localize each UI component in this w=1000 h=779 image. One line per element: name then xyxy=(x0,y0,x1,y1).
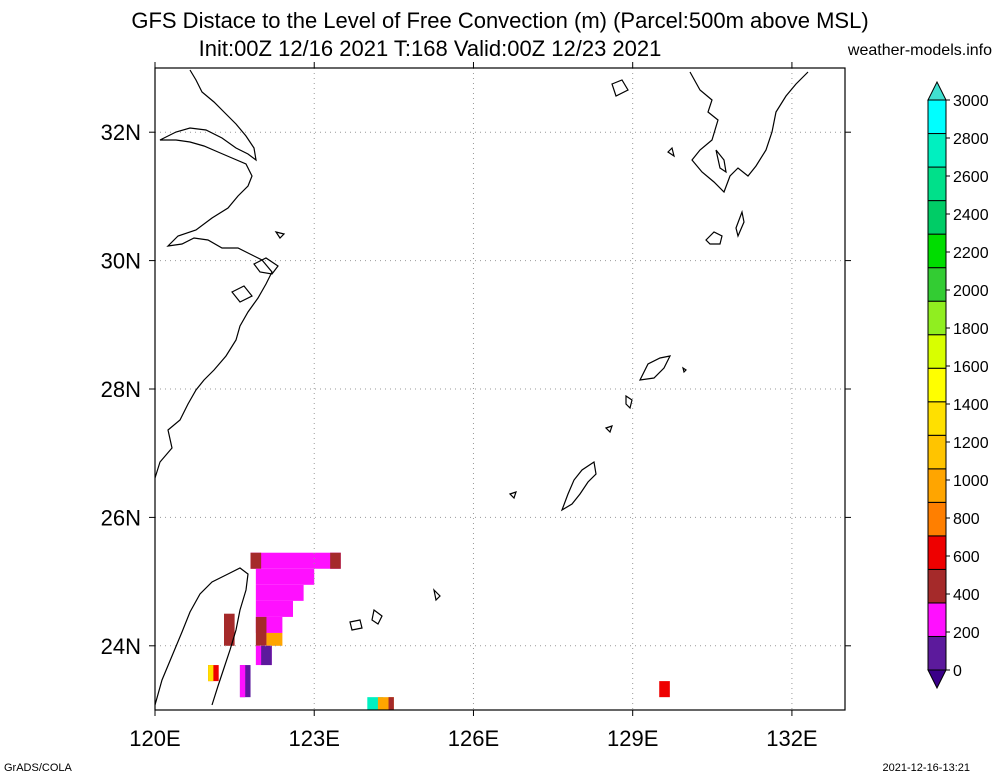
footer-left: GrADS/COLA xyxy=(4,762,72,774)
colorbar-swatch xyxy=(927,267,947,302)
taiwan-coast xyxy=(154,567,249,706)
colorbar-label: 2200 xyxy=(953,245,989,262)
data-cell xyxy=(388,697,394,710)
data-cell xyxy=(250,552,341,569)
lat-label: 28N xyxy=(101,377,141,402)
okinoerabu xyxy=(604,425,613,434)
data-cell xyxy=(255,584,304,601)
colorbar-label: 800 xyxy=(953,511,980,528)
data-cell xyxy=(330,552,341,569)
okinawa xyxy=(560,460,597,512)
colorbar-swatch xyxy=(927,233,947,269)
lon-label: 120E xyxy=(129,726,180,751)
colorbar-swatch xyxy=(927,568,947,604)
colorbar-label: 2600 xyxy=(953,169,989,186)
offshore-1 xyxy=(231,285,253,303)
axis-labels: 120E 123E 126E 129E 132E 24N 26N 28N 30N 32N xyxy=(101,120,818,751)
colorbar-swatch xyxy=(927,635,947,671)
colorbar-label: 3000 xyxy=(953,93,989,110)
data-cell xyxy=(224,613,235,646)
colorbar-swatch xyxy=(927,401,947,436)
colorbar-label: 2400 xyxy=(953,207,989,224)
lat-label: 26N xyxy=(101,505,141,530)
tanegashima xyxy=(735,209,745,238)
colorbar-swatch xyxy=(927,434,947,470)
data-cell xyxy=(255,600,293,617)
colorbar-label: 1600 xyxy=(953,359,989,376)
colorbar-swatch xyxy=(927,99,947,135)
colorbar-swatch xyxy=(927,501,947,537)
data-cell xyxy=(255,568,315,585)
lat-label: 30N xyxy=(101,249,141,274)
kyushu-coast xyxy=(689,71,809,194)
colorbar-bottom-arrow xyxy=(927,669,947,690)
iriomote xyxy=(349,619,363,631)
kume xyxy=(508,491,517,500)
colorbar-swatch xyxy=(927,367,947,403)
colorbar-swatch xyxy=(927,602,947,637)
goto xyxy=(611,79,629,97)
data-cell xyxy=(250,552,262,569)
footer-right: 2021-12-16-13:21 xyxy=(882,762,970,774)
colorbar-label: 1800 xyxy=(953,321,989,338)
colorbar-swatch xyxy=(927,468,947,503)
lat-label: 32N xyxy=(101,120,141,145)
colorbar-swatch xyxy=(927,200,947,235)
site-label: weather-models.info xyxy=(847,42,992,59)
data-cell xyxy=(261,645,272,666)
colorbar-label: 1200 xyxy=(953,435,989,452)
lon-label: 129E xyxy=(607,726,658,751)
chart-title: GFS Distace to the Level of Free Convect… xyxy=(131,8,869,33)
colorbar-label: 2800 xyxy=(953,131,989,148)
data-cell xyxy=(208,665,214,682)
colorbar-label: 600 xyxy=(953,549,980,566)
colorbar-swatch xyxy=(927,535,947,570)
colorbar-swatch xyxy=(927,334,947,369)
colorbar-swatch xyxy=(927,300,947,336)
yakushima xyxy=(705,231,723,245)
colorbar-label: 400 xyxy=(953,587,980,604)
data-cell xyxy=(659,681,670,698)
coastlines xyxy=(154,69,809,706)
chart-subtitle: Init:00Z 12/16 2021 T:168 Valid:00Z 12/2… xyxy=(198,36,662,61)
lon-label: 123E xyxy=(289,726,340,751)
zhoushan xyxy=(253,257,279,275)
lon-label: 132E xyxy=(766,726,817,751)
lon-label: 126E xyxy=(448,726,499,751)
colorbar-label: 2000 xyxy=(953,283,989,300)
colorbar-label: 0 xyxy=(953,663,962,680)
colorbar-swatch xyxy=(927,133,947,168)
colorbar-label: 1400 xyxy=(953,397,989,414)
data-cell xyxy=(255,616,267,646)
data-cell xyxy=(266,632,283,646)
miyako xyxy=(433,588,441,602)
colorbar-label: 1000 xyxy=(953,473,989,490)
colorbar-label: 200 xyxy=(953,625,980,642)
koshiki xyxy=(667,146,675,158)
lat-label: 24N xyxy=(101,634,141,659)
tokunoshima xyxy=(625,394,633,410)
china-coast xyxy=(154,69,273,479)
amami xyxy=(638,355,672,381)
colorbar: 0 200 400 600 800 1000 1200 1400 1600 1800 2000 220… xyxy=(927,80,989,690)
ishigaki xyxy=(371,608,383,625)
offshore-2 xyxy=(274,231,286,239)
colorbar-swatch xyxy=(927,166,947,202)
data-cells xyxy=(208,552,670,710)
colorbar-top-arrow xyxy=(927,80,947,101)
daito xyxy=(682,366,687,374)
data-cell xyxy=(239,665,246,698)
kyushu-bay xyxy=(715,149,727,174)
plot-frame xyxy=(149,62,851,716)
